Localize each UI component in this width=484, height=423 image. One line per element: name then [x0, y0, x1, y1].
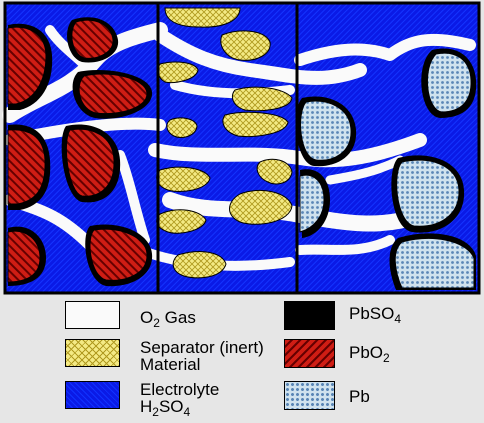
pbo2-label: PbO2: [349, 343, 390, 365]
electrolyte-label: Electrolyte H2SO4: [140, 380, 220, 419]
gas-swatch: [65, 301, 120, 329]
electrolyte-swatch: [65, 381, 120, 409]
pbso4-swatch: [284, 301, 335, 330]
pbo2-swatch: [284, 339, 335, 368]
legend-separator: Separator (inert) Material: [65, 339, 264, 373]
gas-label: O2 Gas: [140, 308, 196, 330]
legend-electrolyte: Electrolyte H2SO4: [65, 380, 220, 419]
legend-pbo2: PbO2: [284, 339, 390, 368]
pbso4-label: PbSO4: [349, 304, 402, 326]
pb-particles: [299, 52, 475, 289]
battery-cell-diagram: [2, 1, 481, 295]
legend-pbso4: PbSO4: [284, 301, 401, 330]
cell-frame: [3, 1, 481, 295]
separator-label: Separator (inert) Material: [140, 338, 264, 374]
pbo2-particles: [7, 19, 148, 283]
legend-gas: O2 Gas: [65, 301, 196, 330]
separator-blobs: [156, 7, 293, 279]
legend-pb: Pb: [284, 381, 370, 410]
separator-swatch: [65, 339, 120, 367]
pb-swatch: [284, 381, 335, 410]
pb-label: Pb: [349, 387, 370, 406]
